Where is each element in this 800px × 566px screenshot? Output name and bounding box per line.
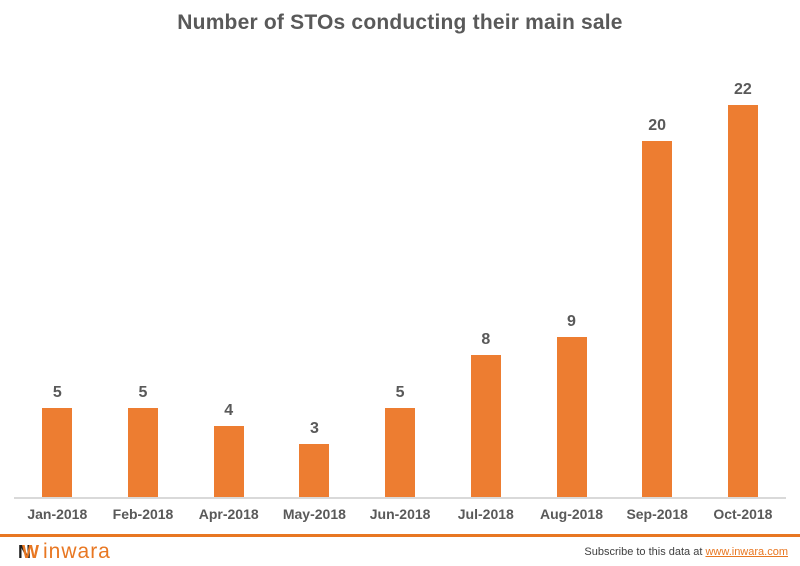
bar-value-label: 22 [733, 81, 752, 98]
subscribe-text: Subscribe to this data at www.inwara.com [584, 546, 788, 558]
bar-value-label: 5 [395, 384, 405, 401]
bar [556, 337, 587, 497]
bar-value-label: 20 [648, 117, 667, 134]
footer: NW inwara Subscribe to this data at www.… [0, 537, 800, 566]
bar-value-label: 8 [481, 331, 491, 348]
bar-value-label: 5 [52, 384, 62, 401]
bar [299, 444, 330, 497]
x-axis-label: May-2018 [282, 506, 346, 522]
footer-accent-line [0, 534, 800, 537]
x-axis-line [14, 497, 786, 499]
bar-value-label: 5 [138, 384, 148, 401]
subscribe-prefix: Subscribe to this data at [584, 545, 706, 558]
bar-value-label: 3 [309, 420, 319, 437]
x-axis-label: Oct-2018 [713, 506, 773, 522]
bar [727, 105, 758, 497]
x-axis-label: Apr-2018 [198, 506, 259, 522]
inwara-link[interactable]: www.inwara.com [705, 545, 788, 558]
inwara-logo-text: inwara [43, 540, 111, 563]
inwara-logo: NW inwara [18, 541, 111, 562]
bar [642, 141, 673, 497]
x-axis-label: Sep-2018 [626, 506, 688, 522]
x-axis-label: Aug-2018 [539, 506, 604, 522]
x-axis-label: Jun-2018 [369, 506, 431, 522]
bar [385, 408, 416, 497]
bar [470, 355, 501, 497]
bar [42, 408, 73, 497]
chart-title: Number of STOs conducting their main sal… [177, 11, 623, 34]
bar-value-label: 4 [224, 402, 234, 419]
bar [213, 426, 244, 497]
bar-chart: 5 Jan-2018 5 Feb-2018 4 Apr-2018 3 May-2018 5 Jun… [14, 81, 786, 522]
inwara-monogram-icon: NW [18, 541, 39, 562]
x-axis-label: Jan-2018 [27, 506, 88, 522]
bar-value-label: 9 [567, 313, 576, 330]
bar [128, 408, 158, 497]
x-axis-label: Jul-2018 [457, 506, 514, 522]
x-axis-label: Feb-2018 [112, 506, 174, 522]
